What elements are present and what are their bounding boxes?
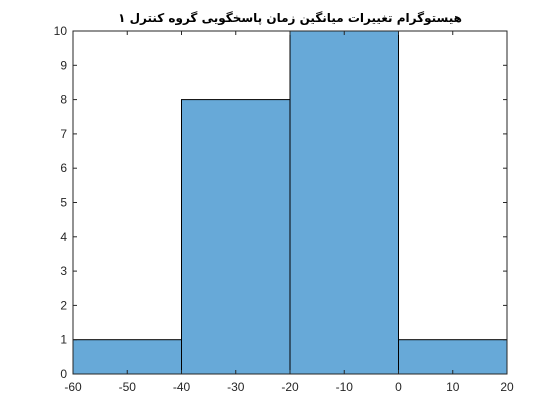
x-tick-label: -60 — [64, 380, 82, 394]
x-tick-label: 20 — [500, 380, 514, 394]
histogram-bar — [289, 30, 399, 375]
x-tick-label: -40 — [173, 380, 191, 394]
x-tick-label: -10 — [336, 380, 354, 394]
x-tick-label: -20 — [281, 380, 299, 394]
y-tick-label: 1 — [60, 333, 67, 347]
y-tick-label: 2 — [60, 298, 67, 312]
y-tick-label: 4 — [60, 230, 67, 244]
histogram-bar — [72, 339, 182, 375]
histogram-bar — [181, 99, 291, 375]
x-axis-ticks: -60 -50 -40 -30 -20 -10 0 10 20 — [64, 31, 514, 394]
y-tick-label: 7 — [60, 127, 67, 141]
y-axis-ticks: 0 1 2 3 4 5 6 7 8 9 10 — [54, 24, 507, 381]
x-tick-label: 0 — [395, 380, 402, 394]
histogram-bar — [398, 339, 508, 375]
y-tick-label: 8 — [60, 93, 67, 107]
bars-group — [72, 30, 508, 375]
y-tick-label: 6 — [60, 161, 67, 175]
y-tick-label: 5 — [60, 196, 67, 210]
x-tick-label: -50 — [119, 380, 137, 394]
x-tick-label: 10 — [446, 380, 460, 394]
chart-title: هیستوگرام تغییرات میانگین زمان پاسخگویی … — [118, 11, 462, 26]
y-tick-label: 10 — [54, 24, 68, 38]
y-tick-label: 3 — [60, 264, 67, 278]
y-tick-label: 9 — [60, 58, 67, 72]
y-tick-label: 0 — [60, 367, 67, 381]
x-tick-label: -30 — [227, 380, 245, 394]
